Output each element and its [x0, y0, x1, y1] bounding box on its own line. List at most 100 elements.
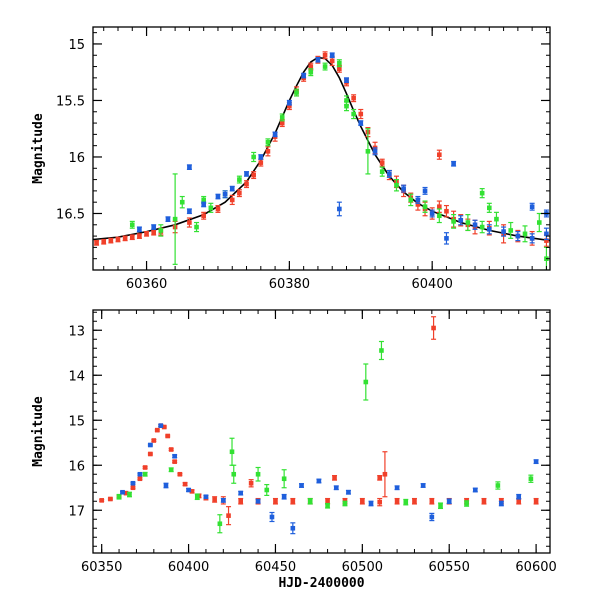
bottom-x-tick-label: 60600 [515, 560, 556, 575]
bottom-data-point [420, 483, 426, 488]
top-data-point [543, 227, 549, 241]
bottom-data-point [172, 453, 178, 459]
bottom-marker [189, 489, 195, 494]
bottom-marker [269, 514, 275, 520]
bottom-data-point [359, 497, 365, 505]
top-data-point [251, 171, 257, 180]
top-data-point [529, 202, 535, 211]
bottom-data-point [429, 512, 435, 522]
bottom-marker [325, 498, 330, 504]
top-marker [329, 58, 335, 64]
bottom-data-point [172, 459, 178, 464]
top-marker [251, 172, 256, 178]
bottom-data-point [464, 500, 470, 507]
top-marker [472, 222, 478, 228]
bottom-series-blue-3 [120, 423, 539, 535]
top-marker [487, 205, 492, 211]
bottom-data-point [154, 427, 160, 433]
top-data-point [151, 224, 157, 230]
bottom-data-point [533, 459, 539, 465]
top-marker [287, 103, 292, 109]
bottom-data-point [264, 484, 270, 496]
top-data-point [144, 230, 150, 237]
top-marker [251, 154, 256, 160]
top-data-point [465, 214, 471, 232]
top-data-point [129, 220, 135, 229]
bottom-data-point [495, 481, 501, 490]
top-marker [279, 120, 285, 126]
bottom-data-point [394, 497, 400, 505]
top-marker [358, 111, 364, 117]
top-data-point [472, 219, 478, 230]
top-marker [401, 186, 406, 191]
top-marker [151, 224, 156, 230]
bottom-marker [194, 494, 200, 500]
top-data-point [336, 59, 342, 68]
top-marker [544, 238, 549, 243]
bottom-data-point [255, 466, 261, 482]
bottom-data-point [137, 476, 143, 482]
bottom-data-point [332, 475, 338, 481]
bottom-series-green-2 [116, 340, 534, 534]
bottom-data-point [290, 522, 296, 535]
top-marker [208, 205, 214, 211]
top-data-point [443, 204, 449, 218]
top-data-point [236, 189, 242, 198]
bottom-data-point [528, 474, 534, 483]
top-series-red-1 [436, 149, 442, 160]
bottom-data-point [182, 481, 188, 487]
top-marker [322, 52, 328, 58]
top-marker [244, 171, 249, 177]
top-data-point [458, 215, 464, 226]
top-y-tick-label: 15.5 [56, 94, 85, 109]
top-marker [187, 220, 192, 225]
bottom-marker [148, 442, 153, 448]
top-data-point [286, 99, 292, 106]
bottom-marker [533, 459, 539, 464]
bottom-marker [123, 490, 129, 496]
top-data-point [201, 201, 207, 208]
bottom-data-point [238, 497, 244, 505]
bottom-marker [332, 475, 337, 481]
bottom-data-point [533, 497, 539, 505]
top-data-point [451, 214, 457, 229]
bottom-marker [472, 487, 478, 493]
top-marker [129, 234, 135, 240]
bottom-marker [342, 501, 348, 506]
bottom-data-point [411, 497, 417, 505]
top-marker [258, 154, 264, 160]
top-data-point [151, 229, 157, 236]
bottom-marker [148, 451, 153, 457]
bottom-x-tick-label: 60500 [342, 560, 383, 575]
top-marker [501, 229, 506, 234]
bottom-marker [151, 438, 157, 443]
top-data-point [229, 185, 235, 192]
top-data-point [136, 226, 142, 233]
top-data-point [493, 211, 499, 227]
top-marker [308, 64, 314, 69]
bottom-marker [290, 525, 296, 531]
bottom-data-point [378, 340, 384, 361]
top-data-point [186, 217, 192, 228]
bottom-marker [394, 485, 400, 491]
top-marker [337, 206, 342, 212]
top-marker [372, 149, 378, 154]
bottom-marker [248, 480, 254, 486]
top-marker [122, 236, 128, 241]
top-marker [237, 190, 242, 196]
bottom-marker [163, 483, 169, 488]
top-marker [458, 217, 464, 223]
bottom-marker [127, 492, 132, 497]
bottom-marker [264, 487, 270, 493]
bottom-marker [377, 475, 383, 481]
bottom-data-point [446, 498, 452, 505]
top-data-point [351, 94, 357, 103]
top-marker [294, 90, 299, 95]
top-series-green-2 [129, 59, 549, 270]
top-marker [351, 111, 356, 117]
top-marker [272, 132, 278, 137]
bottom-marker [238, 498, 243, 504]
bottom-plot-frame [92, 309, 551, 554]
top-marker [415, 202, 421, 207]
bottom-marker [172, 453, 177, 459]
